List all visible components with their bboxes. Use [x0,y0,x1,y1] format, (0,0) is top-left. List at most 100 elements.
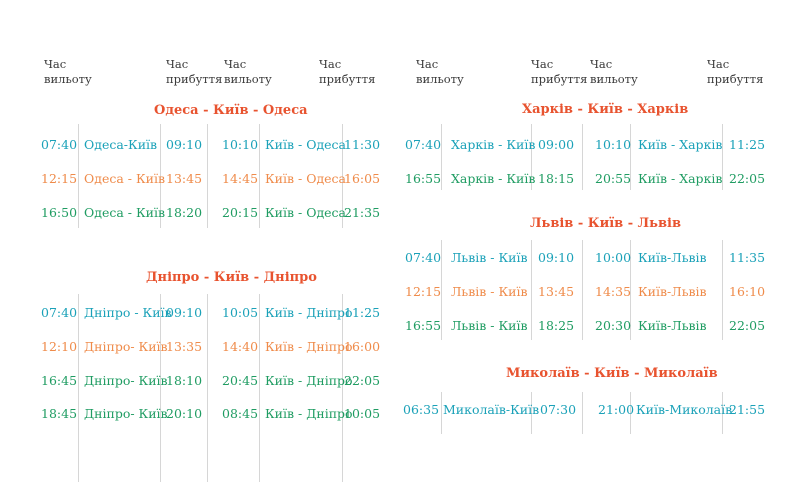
arr-time: 09:10 [166,137,203,152]
header-departure-left-2: Час вильоту [224,57,272,86]
route-name: Київ - Дніпро [265,406,353,421]
divider [78,294,79,482]
route-name: Львів - Київ [451,318,528,333]
route-name: Одеса - Київ [84,205,166,220]
dep-time: 10:05 [222,305,259,320]
arr-time: 09:00 [538,137,575,152]
dep-time: 16:55 [405,318,442,333]
divider [207,294,208,482]
header-arrival-left-2: Час прибуття [319,57,376,86]
dep-time: 07:40 [41,137,78,152]
route-name: Київ - Харків [638,137,723,152]
divider [582,392,583,434]
route-title-mykolaiv: Миколаїв - Київ - Миколаїв [506,366,718,381]
arr-time: 16:05 [344,171,381,186]
dep-time: 20:45 [222,373,259,388]
arr-time: 11:25 [344,305,381,320]
divider [259,124,260,228]
divider [160,124,161,228]
route-name: Київ - Дніпро [265,373,353,388]
divider [160,294,161,482]
route-name: Львів - Київ [451,250,528,265]
arr-time: 11:35 [729,250,766,265]
divider [722,240,723,340]
divider [207,124,208,228]
route-name: Харків - Київ [451,171,536,186]
header-arrival-right-2: Час прибуття [707,57,764,86]
dep-time: 14:45 [222,171,259,186]
dep-time: 12:10 [41,339,78,354]
route-name: Київ - Харків [638,171,723,186]
route-name: Дніпро- Київ [84,339,168,354]
divider [630,240,631,340]
dep-time: 07:40 [405,137,442,152]
dep-time: 14:35 [595,284,632,299]
route-title-kharkiv: Харків - Київ - Харків [522,102,689,117]
route-name: Київ - Одеса [265,205,347,220]
dep-time: 06:35 [403,402,440,417]
route-title-lviv: Львів - Київ - Львів [530,216,681,231]
divider [531,124,532,190]
arr-time: 20:10 [166,406,203,421]
arr-time: 22:05 [344,373,381,388]
arr-time: 18:20 [166,205,203,220]
arr-time: 13:45 [166,171,203,186]
dep-time: 07:40 [41,305,78,320]
route-name: Київ - Одеса [265,171,347,186]
divider [259,294,260,482]
route-name: Київ-Львів [638,250,707,265]
route-name: Одеса-Київ [84,137,158,152]
arr-time: 11:30 [344,137,381,152]
divider [441,240,442,340]
divider [441,124,442,190]
header-departure-left-1: Час вильоту [44,57,92,86]
header-arrival-right-1: Час прибуття [531,57,588,86]
arr-time: 18:10 [166,373,203,388]
route-title-odesa: Одеса - Київ - Одеса [154,103,308,118]
arr-time: 22:05 [729,171,766,186]
arr-time: 18:15 [538,171,575,186]
divider [441,392,442,434]
dep-time: 20:30 [595,318,632,333]
dep-time: 20:55 [595,171,632,186]
divider [78,124,79,228]
dep-time: 08:45 [222,406,259,421]
arr-time: 16:00 [344,339,381,354]
route-name: Київ - Дніпро [265,339,353,354]
route-name: Харків - Київ [451,137,536,152]
dep-time: 12:15 [41,171,78,186]
arr-time: 21:55 [729,402,766,417]
dep-time: 16:45 [41,373,78,388]
route-name: Миколаїв-Київ [443,402,540,417]
arr-time: 13:35 [166,339,203,354]
dep-time: 07:40 [405,250,442,265]
route-name: Одеса - Київ [84,171,166,186]
route-name: Дніпро- Київ [84,406,168,421]
arr-time: 11:25 [729,137,766,152]
divider [582,240,583,340]
arr-time: 09:10 [538,250,575,265]
route-name: Дніпро- Київ [84,373,168,388]
divider [630,392,631,434]
route-name: Київ-Львів [638,318,707,333]
dep-time: 10:10 [595,137,632,152]
dep-time: 10:10 [222,137,259,152]
arr-time: 16:10 [729,284,766,299]
divider [531,392,532,434]
dep-time: 20:15 [222,205,259,220]
route-name: Київ - Одеса [265,137,347,152]
divider [722,392,723,434]
arr-time: 22:05 [729,318,766,333]
route-name: Львів - Київ [451,284,528,299]
divider [342,124,343,228]
arr-time: 09:10 [166,305,203,320]
header-arrival-left-1: Час прибуття [166,57,223,86]
dep-time: 12:15 [405,284,442,299]
route-name: Київ-Миколаїв [636,402,733,417]
dep-time: 16:55 [405,171,442,186]
route-title-dnipro: Дніпро - Київ - Дніпро [146,270,317,285]
divider [582,124,583,190]
dep-time: 16:50 [41,205,78,220]
divider [630,124,631,190]
route-name: Київ - Дніпро [265,305,353,320]
